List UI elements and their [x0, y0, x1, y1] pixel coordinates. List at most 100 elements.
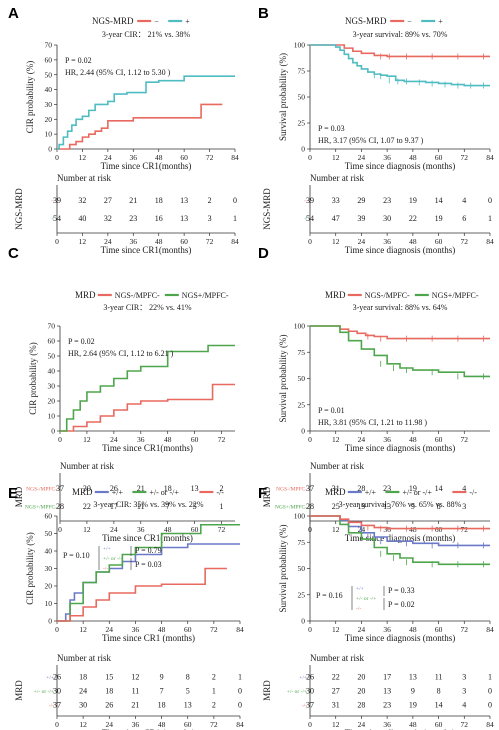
risk-table-title: Number at risk	[310, 461, 364, 471]
x-axis-label: Time since diagnosis (months)	[345, 161, 455, 171]
risk-cell: 8	[437, 687, 441, 696]
bracket-series-label: +/- or -/+	[103, 556, 123, 562]
risk-cell: 22	[409, 214, 417, 223]
stat-text-1: P = 0.03	[318, 124, 345, 133]
risk-row-label: +	[51, 217, 54, 223]
risk-cell: 18	[105, 687, 113, 696]
risk-row-label: −	[51, 198, 54, 204]
x-tick-label: 0	[308, 625, 312, 634]
risk-cell: 28	[357, 484, 365, 493]
risk-cell: 7	[166, 502, 170, 511]
risk-x-tick-label: 0	[308, 237, 312, 246]
legend-label-1: +/+	[365, 488, 377, 497]
x-tick-label: 60	[180, 153, 188, 162]
risk-cell: 3	[462, 502, 466, 511]
x-tick-label: 24	[106, 625, 114, 634]
risk-cell: 5	[193, 502, 197, 511]
risk-table-title: Number at risk	[57, 653, 111, 663]
risk-cell: 14	[435, 196, 443, 205]
x-tick-label: 72	[461, 153, 469, 162]
stat-text-1: P = 0.01	[318, 406, 345, 415]
risk-cell: 30	[79, 701, 87, 710]
risk-cell: 30	[306, 687, 314, 696]
risk-cell: 25	[332, 502, 340, 511]
risk-cell: 27	[332, 687, 340, 696]
legend-label-1: NGS-/MPFC-	[115, 291, 160, 300]
risk-cell: 1	[488, 214, 492, 223]
y-tick-label: 75	[298, 67, 306, 76]
y-tick-label: 10	[48, 412, 56, 421]
pvalue-main: P = 0.16	[316, 591, 343, 600]
panel-label: D	[258, 245, 269, 262]
risk-row-label: +/- or -/+	[287, 689, 307, 695]
chart-subtitle: 3-year CIR： 22% vs. 41%	[103, 303, 192, 312]
x-tick-label: 72	[461, 625, 469, 634]
x-axis-label: Time since diagnosis (months)	[345, 633, 455, 643]
chart-subtitle: 3-year survival: 88% vs. 64%	[353, 303, 448, 312]
risk-x-tick-label: 24	[104, 237, 112, 246]
risk-cell: 11	[435, 672, 443, 681]
y-tick-label: 30	[45, 100, 53, 109]
x-tick-label: 36	[132, 625, 140, 634]
risk-row-label: −	[304, 198, 307, 204]
series-line-2	[60, 344, 235, 432]
risk-x-axis-label: Time since CR1 (months)	[102, 728, 195, 730]
risk-cell: 17	[383, 672, 391, 681]
risk-cell: 30	[383, 214, 391, 223]
risk-x-tick-label: 72	[218, 525, 226, 534]
y-tick-label: 0	[48, 617, 52, 626]
bracket-series-label: -/-	[103, 566, 108, 572]
risk-x-tick-label: 12	[332, 525, 340, 534]
risk-cell: 37	[306, 484, 314, 493]
risk-row-label: +/+	[299, 675, 307, 681]
risk-cell: 2	[212, 701, 216, 710]
bracket-series-label: +/- or -/+	[356, 596, 376, 602]
series-line-1	[310, 325, 490, 340]
panel-label: A	[8, 5, 19, 22]
y-axis-label: CIR probability (%)	[28, 342, 38, 415]
series-line-2	[57, 75, 235, 150]
risk-cell: 21	[131, 701, 139, 710]
x-tick-label: 24	[110, 435, 118, 444]
risk-cell: 2	[212, 672, 216, 681]
stat-text-2: HR, 2.44 (95% CI, 1.12 to 5.30 )	[65, 68, 171, 77]
risk-cell: 23	[383, 196, 391, 205]
risk-cell: 23	[129, 214, 137, 223]
risk-cell: 13	[383, 687, 391, 696]
risk-row-label: NGS+/MPFC-	[275, 505, 307, 511]
panel-label: E	[8, 485, 18, 502]
x-axis-label: Time since CR1(months)	[102, 443, 193, 453]
risk-x-tick-label: 48	[155, 237, 163, 246]
risk-x-tick-label: 0	[308, 720, 312, 729]
risk-cell: 12	[131, 672, 139, 681]
risk-cell: 18	[158, 701, 166, 710]
risk-cell: 37	[53, 701, 61, 710]
risk-x-tick-label: 0	[55, 237, 59, 246]
legend-label-2: +	[438, 17, 443, 26]
y-tick-label: 10	[45, 599, 53, 608]
risk-cell: 0	[488, 701, 492, 710]
y-tick-label: 100	[294, 41, 306, 50]
risk-x-tick-label: 48	[164, 525, 172, 534]
y-tick-label: 50	[45, 529, 53, 538]
stat-text-1: P = 0.02	[65, 56, 92, 65]
risk-x-tick-label: 12	[79, 237, 87, 246]
risk-axis-label: MRD	[262, 680, 272, 701]
risk-x-tick-label: 36	[383, 525, 391, 534]
risk-cell: 13	[180, 196, 188, 205]
x-tick-label: 12	[79, 153, 87, 162]
risk-row-label: NGS-/MPFC-	[276, 486, 307, 492]
y-axis-label: CIR probability (%)	[25, 532, 35, 605]
x-tick-label: 72	[461, 435, 469, 444]
risk-cell: 4	[462, 196, 466, 205]
risk-cell: 22	[83, 502, 91, 511]
risk-x-tick-label: 72	[461, 720, 469, 729]
panel-a: A NGS-MRD − +3-year CIR： 21% vs. 38%0102030…	[8, 5, 239, 255]
risk-x-tick-label: 24	[110, 525, 118, 534]
chart-subtitle: 3-year survival: 76% vs. 65% vs. 88%	[339, 500, 462, 509]
y-tick-label: 50	[298, 93, 306, 102]
y-tick-label: 50	[45, 70, 53, 79]
risk-x-tick-label: 60	[180, 237, 188, 246]
risk-cell: 26	[53, 672, 61, 681]
